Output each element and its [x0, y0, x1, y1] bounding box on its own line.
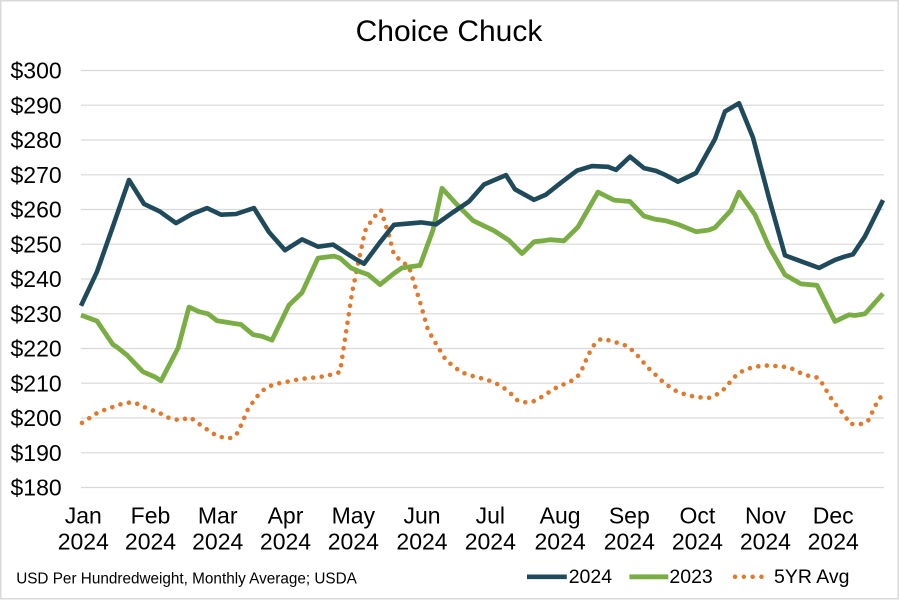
- svg-text:2024: 2024: [740, 529, 791, 555]
- svg-text:2024: 2024: [569, 566, 613, 588]
- svg-text:2024: 2024: [58, 529, 109, 555]
- svg-text:2024: 2024: [328, 529, 379, 555]
- svg-text:$240: $240: [11, 266, 62, 292]
- svg-text:Jun: Jun: [403, 503, 440, 529]
- svg-text:May: May: [332, 503, 376, 529]
- svg-text:2024: 2024: [808, 529, 859, 555]
- svg-text:$210: $210: [11, 370, 62, 396]
- svg-text:$200: $200: [11, 405, 62, 431]
- svg-text:2024: 2024: [604, 529, 655, 555]
- svg-text:$220: $220: [11, 336, 62, 362]
- svg-text:$230: $230: [11, 301, 62, 327]
- svg-text:Jul: Jul: [476, 503, 505, 529]
- svg-text:Sep: Sep: [609, 503, 650, 529]
- svg-text:$300: $300: [11, 58, 62, 84]
- svg-text:$180: $180: [11, 475, 62, 501]
- svg-text:$190: $190: [11, 440, 62, 466]
- svg-text:Jan: Jan: [65, 503, 102, 529]
- svg-text:Dec: Dec: [813, 503, 854, 529]
- svg-text:$280: $280: [11, 127, 62, 153]
- svg-text:Choice Chuck: Choice Chuck: [356, 15, 544, 48]
- svg-text:Aug: Aug: [540, 503, 581, 529]
- svg-text:2024: 2024: [535, 529, 586, 555]
- svg-text:$250: $250: [11, 231, 62, 257]
- svg-text:$270: $270: [11, 162, 62, 188]
- svg-text:2023: 2023: [669, 566, 712, 588]
- svg-text:$260: $260: [11, 197, 62, 223]
- svg-text:2024: 2024: [672, 529, 723, 555]
- svg-text:Nov: Nov: [745, 503, 786, 529]
- svg-text:2024: 2024: [396, 529, 447, 555]
- svg-text:Apr: Apr: [268, 503, 304, 529]
- svg-text:Feb: Feb: [131, 503, 171, 529]
- svg-text:5YR Avg: 5YR Avg: [774, 566, 850, 588]
- svg-text:$290: $290: [11, 92, 62, 118]
- svg-text:2024: 2024: [260, 529, 311, 555]
- svg-text:USD Per Hundredweight, Monthly: USD Per Hundredweight, Monthly Average; …: [16, 571, 357, 588]
- svg-text:2024: 2024: [125, 529, 176, 555]
- svg-text:2024: 2024: [192, 529, 243, 555]
- svg-text:Mar: Mar: [198, 503, 238, 529]
- svg-text:Oct: Oct: [680, 503, 716, 529]
- svg-text:2024: 2024: [465, 529, 516, 555]
